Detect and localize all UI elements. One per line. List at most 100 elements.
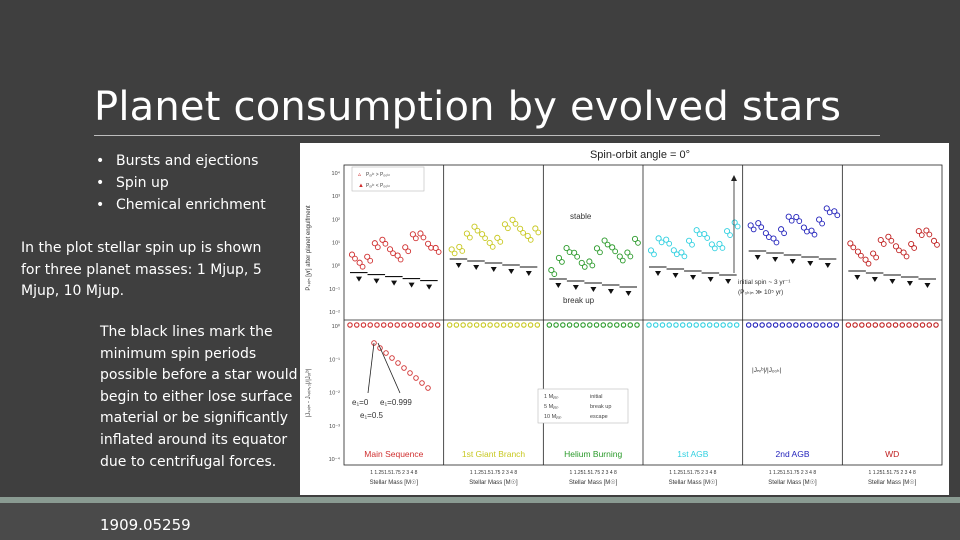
y-tick-label: 10⁻² — [329, 391, 340, 397]
data-point — [574, 253, 581, 260]
x-axis-label: Stellar Mass [M☉] — [868, 479, 917, 486]
footer-bar — [0, 497, 960, 540]
data-point — [451, 250, 458, 257]
data-point — [747, 222, 754, 229]
data-point — [933, 322, 939, 328]
data-point — [679, 322, 686, 328]
data-point — [706, 322, 713, 328]
arxiv-reference: 1909.05259 — [100, 516, 191, 534]
data-point — [401, 322, 407, 328]
data-point — [407, 322, 414, 328]
legend-bottom-label: initial — [590, 394, 603, 400]
data-point — [806, 322, 813, 328]
data-point — [773, 239, 780, 246]
data-point — [620, 322, 627, 328]
data-point — [834, 212, 841, 219]
escape-marker — [555, 283, 562, 288]
escape-marker — [408, 282, 415, 288]
data-point — [534, 322, 541, 328]
j-ratio-annotation: |Jₙᵣᵇ|/|Jₒ₀ₖ| — [752, 367, 782, 374]
data-point — [382, 240, 389, 247]
data-point — [900, 249, 907, 256]
data-point — [434, 322, 441, 328]
escape-marker — [707, 277, 714, 282]
escape-marker — [672, 273, 679, 278]
data-point — [421, 322, 427, 328]
data-point — [670, 247, 677, 254]
data-point — [409, 231, 416, 238]
escape-marker — [754, 255, 761, 260]
data-point — [580, 322, 586, 328]
data-point — [733, 322, 740, 328]
y-tick-label: 10² — [332, 217, 340, 223]
data-point — [758, 224, 765, 231]
data-point — [678, 249, 685, 256]
data-point — [799, 322, 806, 328]
data-point — [612, 248, 619, 255]
data-point — [586, 258, 593, 265]
data-point — [555, 254, 562, 261]
data-point — [872, 322, 879, 328]
data-point — [865, 322, 872, 328]
x-tick-labels: 1 1.251.51.75 2 3 4 8 — [570, 470, 617, 476]
x-tick-labels: 1 1.251.51.75 2 3 4 8 — [769, 470, 816, 476]
data-point — [700, 322, 706, 328]
data-point — [762, 230, 769, 237]
data-point — [347, 322, 353, 328]
data-point — [813, 322, 819, 328]
escape-marker — [490, 267, 497, 272]
data-point — [460, 322, 466, 328]
escape-marker — [356, 276, 362, 282]
escape-marker — [373, 278, 380, 284]
escape-marker — [607, 289, 614, 294]
data-point — [793, 214, 800, 221]
data-point — [412, 235, 419, 242]
data-point — [716, 240, 723, 248]
data-point — [847, 240, 854, 247]
bullet-item: Spin up — [94, 172, 266, 194]
data-point — [811, 231, 818, 238]
data-point — [885, 233, 892, 240]
data-point — [823, 205, 830, 212]
legend-bottom-label: escape — [590, 414, 608, 420]
data-point — [624, 249, 631, 256]
data-point — [926, 231, 933, 238]
data-point — [908, 240, 915, 248]
slide-title: Planet consumption by evolved stars — [94, 84, 842, 130]
data-point — [360, 322, 367, 328]
data-point — [886, 322, 892, 328]
data-point — [600, 322, 607, 328]
data-point — [551, 271, 558, 277]
x-tick-labels: 1 1.251.51.75 2 3 4 8 — [669, 470, 716, 476]
data-point — [394, 322, 400, 328]
data-point — [631, 235, 639, 242]
data-point — [353, 322, 360, 328]
data-point — [505, 225, 511, 232]
escape-marker — [625, 291, 632, 296]
legend-top-box — [351, 166, 425, 192]
data-point — [750, 226, 757, 233]
data-point — [420, 234, 427, 241]
escape-marker — [807, 261, 814, 266]
data-point — [708, 241, 715, 248]
data-point — [494, 322, 500, 328]
data-point — [858, 252, 864, 259]
x-axis-label: Stellar Mass [M☉] — [569, 479, 618, 486]
data-point — [934, 242, 940, 248]
x-axis-label: Stellar Mass [M☉] — [768, 479, 817, 486]
data-point — [655, 235, 662, 242]
data-point — [926, 322, 933, 328]
data-point — [559, 259, 565, 265]
escape-marker — [789, 259, 796, 264]
data-point — [701, 230, 708, 238]
data-point — [915, 228, 922, 235]
escape-marker — [525, 271, 532, 276]
data-point — [546, 322, 553, 328]
data-point — [425, 385, 431, 391]
escape-marker — [924, 283, 931, 288]
data-point — [520, 229, 526, 236]
data-point — [446, 322, 453, 328]
data-point — [785, 213, 792, 220]
data-point — [727, 232, 733, 238]
data-point — [553, 322, 559, 328]
